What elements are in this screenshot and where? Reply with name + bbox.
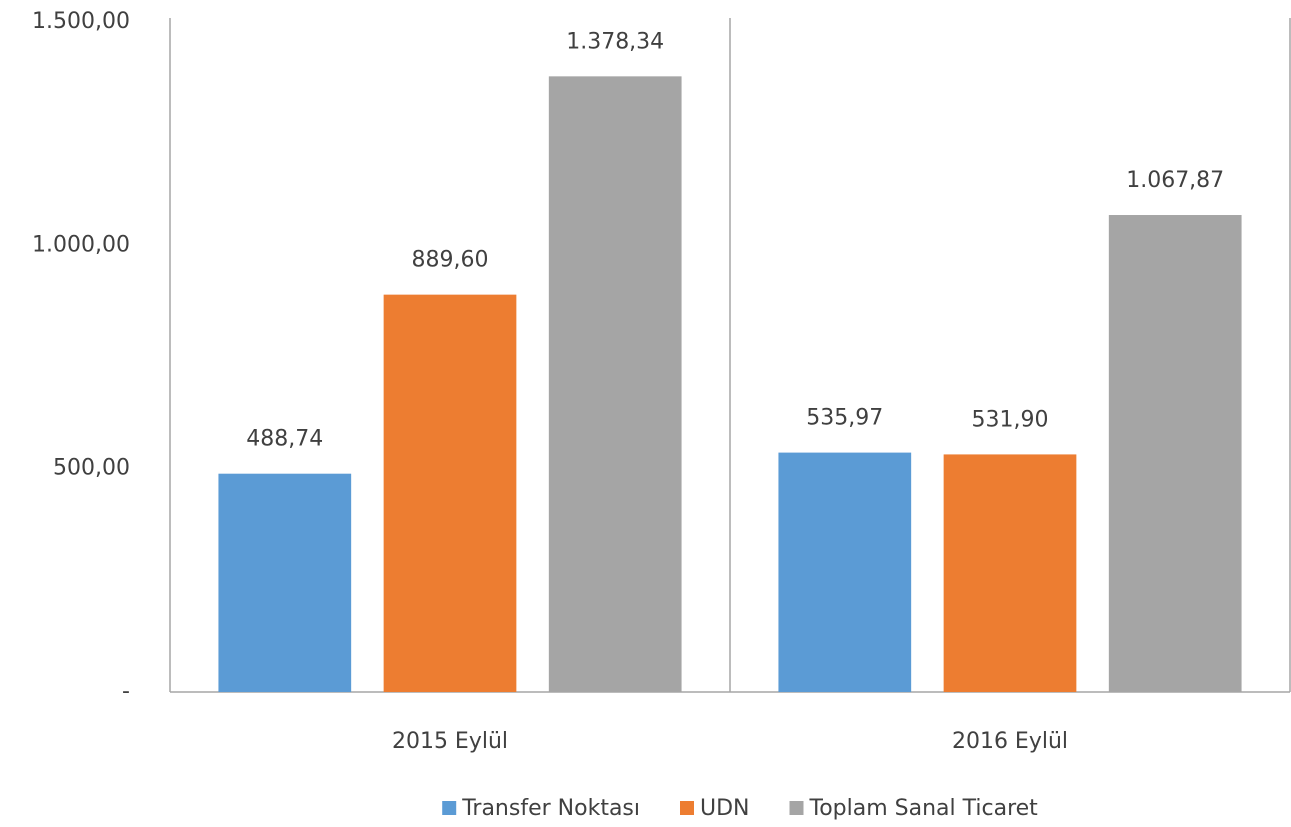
data-label: 531,90: [972, 407, 1049, 432]
data-label: 1.378,34: [566, 29, 664, 54]
y-tick-label: -: [122, 679, 130, 704]
bar: [548, 76, 682, 692]
y-tick-label: 1.000,00: [32, 232, 130, 257]
bar: [778, 452, 912, 692]
legend-swatch: [789, 801, 804, 815]
legend-swatch: [442, 801, 457, 815]
data-label: 535,97: [806, 406, 883, 431]
y-tick-label: 500,00: [53, 456, 130, 481]
bar: [1108, 215, 1242, 692]
legend-label: UDN: [700, 796, 750, 821]
legend-label: Toplam Sanal Ticaret: [809, 796, 1039, 821]
bar: [383, 294, 517, 692]
x-tick-label: 2016 Eylül: [952, 729, 1068, 754]
data-label: 1.067,87: [1126, 168, 1224, 193]
bar: [943, 454, 1077, 692]
legend-label: Transfer Noktası: [461, 796, 640, 821]
x-tick-label: 2015 Eylül: [392, 729, 508, 754]
data-label: 889,60: [412, 248, 489, 273]
legend-swatch: [680, 801, 694, 815]
bar: [218, 473, 352, 692]
data-label: 488,74: [246, 427, 323, 452]
y-tick-label: 1.500,00: [32, 9, 130, 34]
